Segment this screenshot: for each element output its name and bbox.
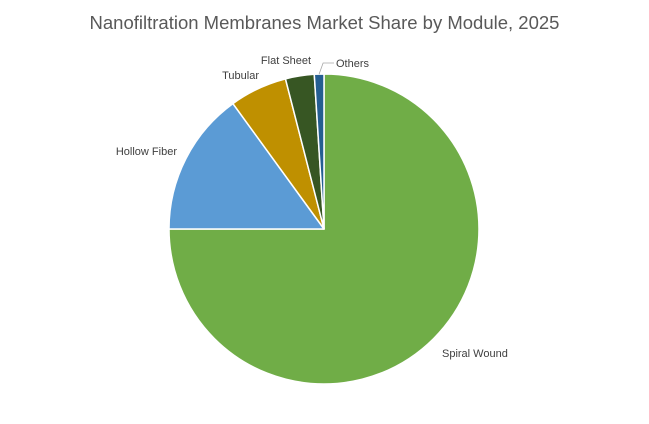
pie-slices xyxy=(168,73,480,385)
pie-slice-hollow-fiber xyxy=(168,102,325,230)
slice-label-tubular: Tubular xyxy=(222,70,259,82)
pie-slice-spiral-wound xyxy=(168,73,480,385)
leader-line-others xyxy=(318,62,334,75)
slice-label-others: Others xyxy=(336,58,370,70)
slice-label-spiral-wound: Spiral Wound xyxy=(442,348,508,360)
slice-label-hollow-fiber: Hollow Fiber xyxy=(116,146,177,158)
chart-title: Nanofiltration Membranes Market Share by… xyxy=(89,12,560,33)
slice-label-flat-sheet: Flat Sheet xyxy=(261,55,311,67)
leader-lines xyxy=(318,62,334,75)
